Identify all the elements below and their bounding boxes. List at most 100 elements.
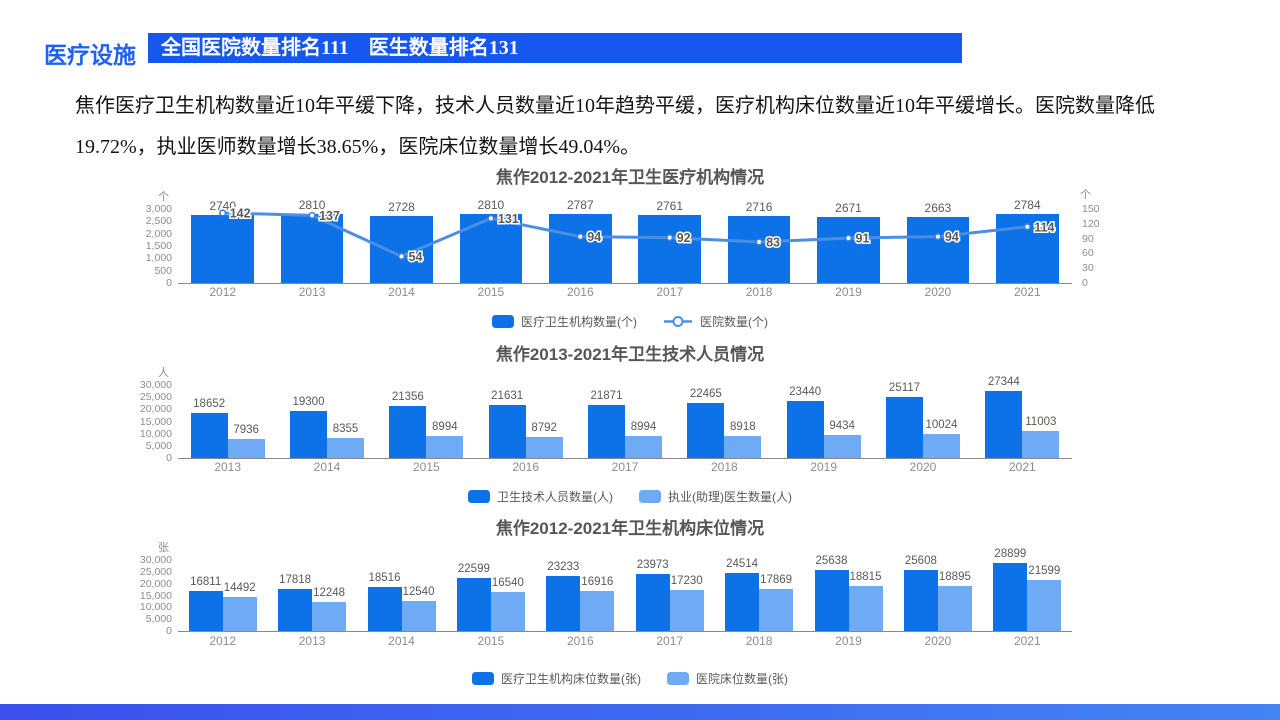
- line-value-label: 94: [587, 230, 601, 244]
- legend-swatch-icon: [639, 490, 661, 503]
- y-axis-tick-label: 500: [154, 264, 172, 277]
- bar-value-label: 2671: [835, 201, 862, 216]
- secondary-y-axis-tick-label: 120: [1082, 217, 1100, 230]
- bar-value-label: 21631: [491, 390, 524, 403]
- line-value-label: 114: [1034, 220, 1054, 234]
- legend-swatch-icon: [492, 315, 514, 328]
- x-axis-label: 2018: [745, 285, 773, 299]
- y-axis-tick-label: 5,000: [145, 439, 172, 452]
- bar-value-label: 23233: [547, 561, 580, 573]
- x-axis-label: 2020: [924, 634, 952, 648]
- bar-value-label: 18895: [938, 571, 971, 584]
- bar-value-label: 27344: [987, 376, 1020, 389]
- bar: [669, 590, 704, 631]
- bar: [727, 216, 791, 283]
- bar-value-label: 14492: [223, 581, 256, 594]
- chart-title: 焦作2013-2021年卫生技术人员情况: [495, 345, 765, 364]
- bar: [903, 570, 938, 631]
- left-axis-unit: 个: [158, 191, 169, 203]
- y-axis-tick-label: 20,000: [139, 577, 172, 590]
- y-axis-tick-label: 3,000: [145, 203, 172, 215]
- x-axis-label: 2014: [388, 285, 415, 299]
- left-axis-unit: 人: [158, 367, 169, 379]
- bar-value-label: 18815: [849, 571, 882, 584]
- x-axis-label: 2015: [412, 460, 440, 474]
- bar: [906, 217, 970, 283]
- y-axis-tick-label: 10,000: [139, 601, 172, 614]
- y-axis-tick-label: 30,000: [139, 379, 172, 391]
- footer-bar: [0, 704, 1280, 720]
- line-value-label: 94: [945, 230, 959, 244]
- chart-body: 个 3,000 2,500 2,000 1,500 1,000 500 0 个 150 120 90 6…: [130, 163, 1130, 339]
- secondary-y-axis-tick-label: 0: [1082, 277, 1088, 289]
- line-point-marker: [1023, 223, 1031, 231]
- legend-label: 医疗卫生机构床位数量(张): [501, 672, 641, 686]
- bar: [625, 436, 662, 458]
- bar: [426, 436, 464, 458]
- legend-item: 医疗卫生机构床位数量(张): [472, 670, 641, 687]
- bar: [278, 588, 313, 631]
- chart-body: 人 30,000 25,000 20,000 15,000 10,000 5,000 0 186…: [130, 340, 1130, 514]
- legend-item: 医院床位数量(张): [667, 670, 788, 687]
- line-value-label: 54: [409, 250, 423, 264]
- bar: [580, 590, 615, 631]
- line-value-label: 131: [498, 212, 519, 226]
- right-axis-unit: 个: [1080, 189, 1091, 201]
- legend-swatch-icon: [472, 672, 494, 685]
- bar-value-label: 2810: [477, 197, 505, 212]
- x-axis-label: 2015: [477, 285, 505, 299]
- bar-value-label: 2716: [745, 200, 773, 215]
- bar: [923, 433, 960, 458]
- y-axis-tick-label: 2,000: [145, 227, 172, 240]
- chart-body: 张 30,000 25,000 20,000 15,000 10,000 5,000 0 168…: [130, 514, 1130, 698]
- y-axis-tick-label: 1,000: [145, 252, 172, 265]
- line-point-marker: [844, 234, 853, 242]
- x-axis-label: 2016: [512, 460, 540, 474]
- line-value-label: 91: [856, 232, 870, 246]
- legend-swatch-icon: [667, 672, 689, 685]
- x-axis-label: 2014: [388, 634, 415, 648]
- bar: [401, 601, 436, 631]
- bar: [638, 214, 701, 283]
- bar: [814, 570, 849, 631]
- bar: [190, 412, 228, 458]
- summary-text: 焦作医疗卫生机构数量近10年平缓下降，技术人员数量近10年趋势平缓，医疗机构床位…: [75, 95, 1155, 158]
- bar: [222, 596, 257, 631]
- bar-value-label: 17818: [279, 573, 312, 586]
- legend-item: 卫生技术人员数量(人): [468, 488, 613, 505]
- bar: [993, 562, 1028, 631]
- line-point-marker: [576, 233, 584, 241]
- y-axis-tick-label: 1,500: [145, 240, 172, 252]
- bar-value-label: 23440: [789, 385, 822, 398]
- x-axis-label: 2012: [209, 285, 237, 299]
- legend-label: 医院数量(个): [700, 315, 768, 329]
- bar: [724, 436, 762, 458]
- line-point-marker: [934, 233, 942, 241]
- y-axis-tick-label: 20,000: [139, 403, 172, 416]
- y-axis-tick-label: 5,000: [145, 613, 172, 626]
- bar: [823, 435, 861, 458]
- x-axis-label: 2013: [298, 634, 326, 648]
- bar-value-label: 10024: [925, 418, 958, 431]
- left-axis-unit: 张: [158, 542, 169, 554]
- bar-value-label: 21871: [590, 389, 623, 402]
- bar-value-label: 25608: [904, 555, 937, 568]
- bar-value-label: 2740: [209, 199, 237, 214]
- bar-value-label: 17230: [670, 575, 703, 588]
- chart-title: 焦作2012-2021年卫生医疗机构情况: [495, 168, 765, 187]
- bar-value-label: 25117: [888, 381, 921, 394]
- bar: [459, 213, 523, 283]
- legend-item: 医院数量(个): [663, 313, 768, 330]
- bar-value-label: 16916: [581, 575, 614, 588]
- x-axis-label: 2019: [835, 285, 862, 299]
- line-point-marker: [219, 209, 227, 217]
- line-point-marker: [397, 252, 406, 260]
- bar: [687, 403, 725, 458]
- legend-swatch-icon: [468, 490, 490, 503]
- bar-value-label: 11003: [1025, 416, 1057, 429]
- x-axis-label: 2013: [214, 460, 242, 474]
- bar-value-label: 8355: [332, 422, 359, 435]
- line-value-label: 83: [766, 236, 780, 250]
- bar: [327, 437, 364, 458]
- line-series-path: [222, 211, 1028, 258]
